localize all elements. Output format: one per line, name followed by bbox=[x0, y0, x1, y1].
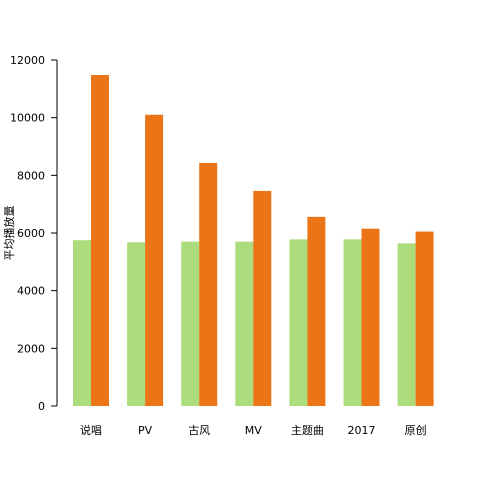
bar-green bbox=[343, 239, 362, 406]
bar-orange bbox=[199, 162, 218, 406]
y-tick-label: 8000 bbox=[17, 169, 45, 182]
y-tick-label: 2000 bbox=[17, 342, 45, 355]
y-tick-label: 4000 bbox=[17, 285, 45, 298]
x-tick-label: 主题曲 bbox=[291, 424, 324, 437]
y-axis: 0 2000 4000 6000 8000 10000 12000 bbox=[10, 54, 58, 413]
bar-orange bbox=[145, 114, 164, 407]
x-tick-label: 原创 bbox=[405, 424, 427, 437]
y-axis-title: 平均播放量 bbox=[2, 206, 16, 261]
bar-green bbox=[235, 241, 254, 406]
x-axis-labels: 说唱 PV 古风 MV 主题曲 2017 原创 bbox=[80, 423, 427, 437]
y-tick-label: 10000 bbox=[10, 112, 45, 125]
x-tick-label: 2017 bbox=[348, 424, 376, 437]
y-tick-label: 6000 bbox=[17, 227, 45, 240]
bar-orange bbox=[361, 228, 380, 406]
bars-layer bbox=[73, 74, 434, 407]
y-tick-label: 0 bbox=[38, 400, 45, 413]
bar-orange bbox=[91, 74, 109, 406]
x-tick-label: 古风 bbox=[188, 424, 210, 437]
bar-green bbox=[181, 241, 200, 406]
bar-green bbox=[289, 239, 308, 406]
bar-green bbox=[73, 240, 91, 406]
bar-green bbox=[127, 242, 146, 406]
y-ticks: 0 2000 4000 6000 8000 10000 12000 bbox=[10, 54, 57, 413]
bar-orange bbox=[415, 231, 434, 406]
y-tick-label: 12000 bbox=[10, 54, 45, 67]
bar-orange bbox=[307, 216, 326, 406]
x-tick-label: PV bbox=[138, 424, 153, 437]
bar-green bbox=[397, 243, 416, 406]
bar-orange bbox=[253, 190, 272, 406]
x-tick-label: 说唱 bbox=[80, 423, 102, 437]
x-tick-label: MV bbox=[245, 424, 262, 437]
